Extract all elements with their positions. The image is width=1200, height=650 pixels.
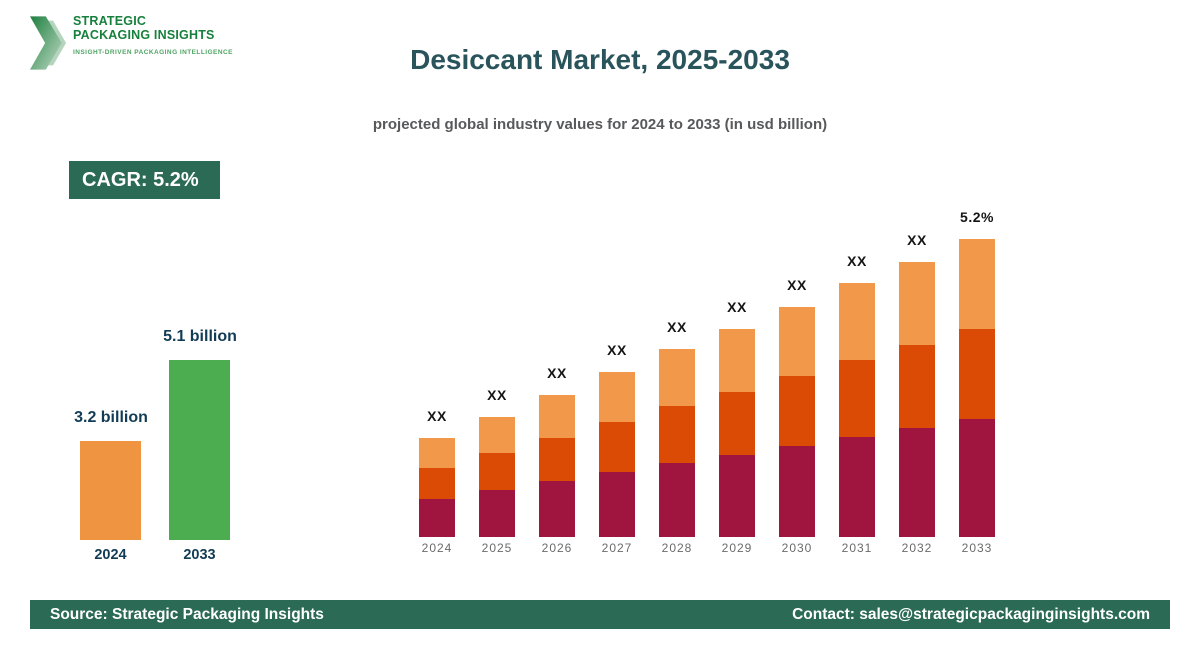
bar-2031-segment-top xyxy=(839,283,875,360)
stacked-bar-chart: XX 2024 XX 2025 XX 2026 XX 2027 XX 2028 XX 2029 XX 20… xyxy=(419,195,999,565)
axis-label-2025: 2025 xyxy=(481,541,513,555)
mini-axis-label-2033: 2033 xyxy=(183,547,216,563)
bar-value-label-2024: XX xyxy=(427,408,447,424)
bar-2033-segment-middle xyxy=(959,329,995,419)
bar-2029-segment-bottom xyxy=(719,455,755,537)
logo-line2: PACKAGING INSIGHTS xyxy=(73,28,215,42)
footer-source: Source: Strategic Packaging Insights xyxy=(50,605,324,623)
bar-2030-segment-middle xyxy=(779,376,815,446)
bar-2024-segment-bottom xyxy=(419,499,455,537)
bar-2029-segment-top xyxy=(719,329,755,392)
bar-2033-segment-top xyxy=(959,239,995,329)
bar-2026-segment-bottom xyxy=(539,481,575,537)
bar-value-label-2025: XX xyxy=(487,387,507,403)
bar-value-label-2032: XX xyxy=(907,232,927,248)
bar-2025-segment-bottom xyxy=(479,490,515,537)
bar-2028-segment-top xyxy=(659,349,695,406)
mini-axis-label-2024: 2024 xyxy=(94,547,127,563)
mini-bar-value-2033: 5.1 billion xyxy=(163,328,237,345)
axis-label-2026: 2026 xyxy=(541,541,573,555)
logo-line1: STRATEGIC xyxy=(73,14,147,28)
page-title: Desiccant Market, 2025-2033 xyxy=(410,44,790,75)
double-chevron-right-icon xyxy=(30,16,66,70)
bar-2032-segment-top xyxy=(899,262,935,345)
bar-2030-segment-top xyxy=(779,307,815,376)
bar-2026-segment-middle xyxy=(539,438,575,481)
axis-label-2027: 2027 xyxy=(601,541,633,555)
axis-label-2031: 2031 xyxy=(841,541,873,555)
bar-2032-segment-bottom xyxy=(899,428,935,537)
mini-bar-value-2024: 3.2 billion xyxy=(74,409,148,426)
axis-label-2024: 2024 xyxy=(421,541,453,555)
bar-2026-segment-top xyxy=(539,395,575,438)
axis-label-2033: 2033 xyxy=(961,541,993,555)
bar-value-label-2030: XX xyxy=(787,277,807,293)
axis-label-2028: 2028 xyxy=(661,541,693,555)
bar-2025-segment-top xyxy=(479,417,515,453)
axis-label-2030: 2030 xyxy=(781,541,813,555)
bar-value-label-2027: XX xyxy=(607,342,627,358)
bar-2027-segment-top xyxy=(599,372,635,422)
axis-label-2032: 2032 xyxy=(901,541,933,555)
logo-tagline: INSIGHT-DRIVEN PACKAGING INTELLIGENCE xyxy=(73,49,233,56)
axis-label-2029: 2029 xyxy=(721,541,753,555)
page-subtitle: projected global industry values for 202… xyxy=(372,116,828,133)
bar-value-label-2026: XX xyxy=(547,365,567,381)
logo-text: STRATEGIC PACKAGING INSIGHTS INSIGHT-DRI… xyxy=(73,14,233,56)
bar-2033-segment-bottom xyxy=(959,419,995,537)
bar-2025-segment-middle xyxy=(479,453,515,490)
footer-bar: Source: Strategic Packaging Insights Con… xyxy=(30,600,1170,629)
bar-2028-segment-middle xyxy=(659,406,695,463)
mini-bar-2024 xyxy=(80,441,141,540)
bar-value-label-2028: XX xyxy=(667,319,687,335)
bar-2027-segment-middle xyxy=(599,422,635,472)
bar-2029-segment-middle xyxy=(719,392,755,455)
mini-bar-chart: 3.2 billion 2024 5.1 billion 2033 xyxy=(74,320,237,570)
mini-bar-2033 xyxy=(169,360,230,540)
bar-2024-segment-middle xyxy=(419,468,455,499)
bar-2027-segment-bottom xyxy=(599,472,635,537)
bar-2028-segment-bottom xyxy=(659,463,695,537)
bar-value-label-2031: XX xyxy=(847,253,867,269)
bar-value-label-2029: XX xyxy=(727,299,747,315)
footer-contact: Contact: sales@strategicpackaginginsight… xyxy=(792,605,1150,623)
bar-2024-segment-top xyxy=(419,438,455,468)
bar-2031-segment-bottom xyxy=(839,437,875,537)
logo: STRATEGIC PACKAGING INSIGHTS INSIGHT-DRI… xyxy=(30,14,233,70)
bar-2032-segment-middle xyxy=(899,345,935,428)
bar-value-label-2033: 5.2% xyxy=(960,209,994,225)
bar-2031-segment-middle xyxy=(839,360,875,437)
bar-2030-segment-bottom xyxy=(779,446,815,537)
cagr-badge: CAGR: 5.2% xyxy=(69,161,220,199)
